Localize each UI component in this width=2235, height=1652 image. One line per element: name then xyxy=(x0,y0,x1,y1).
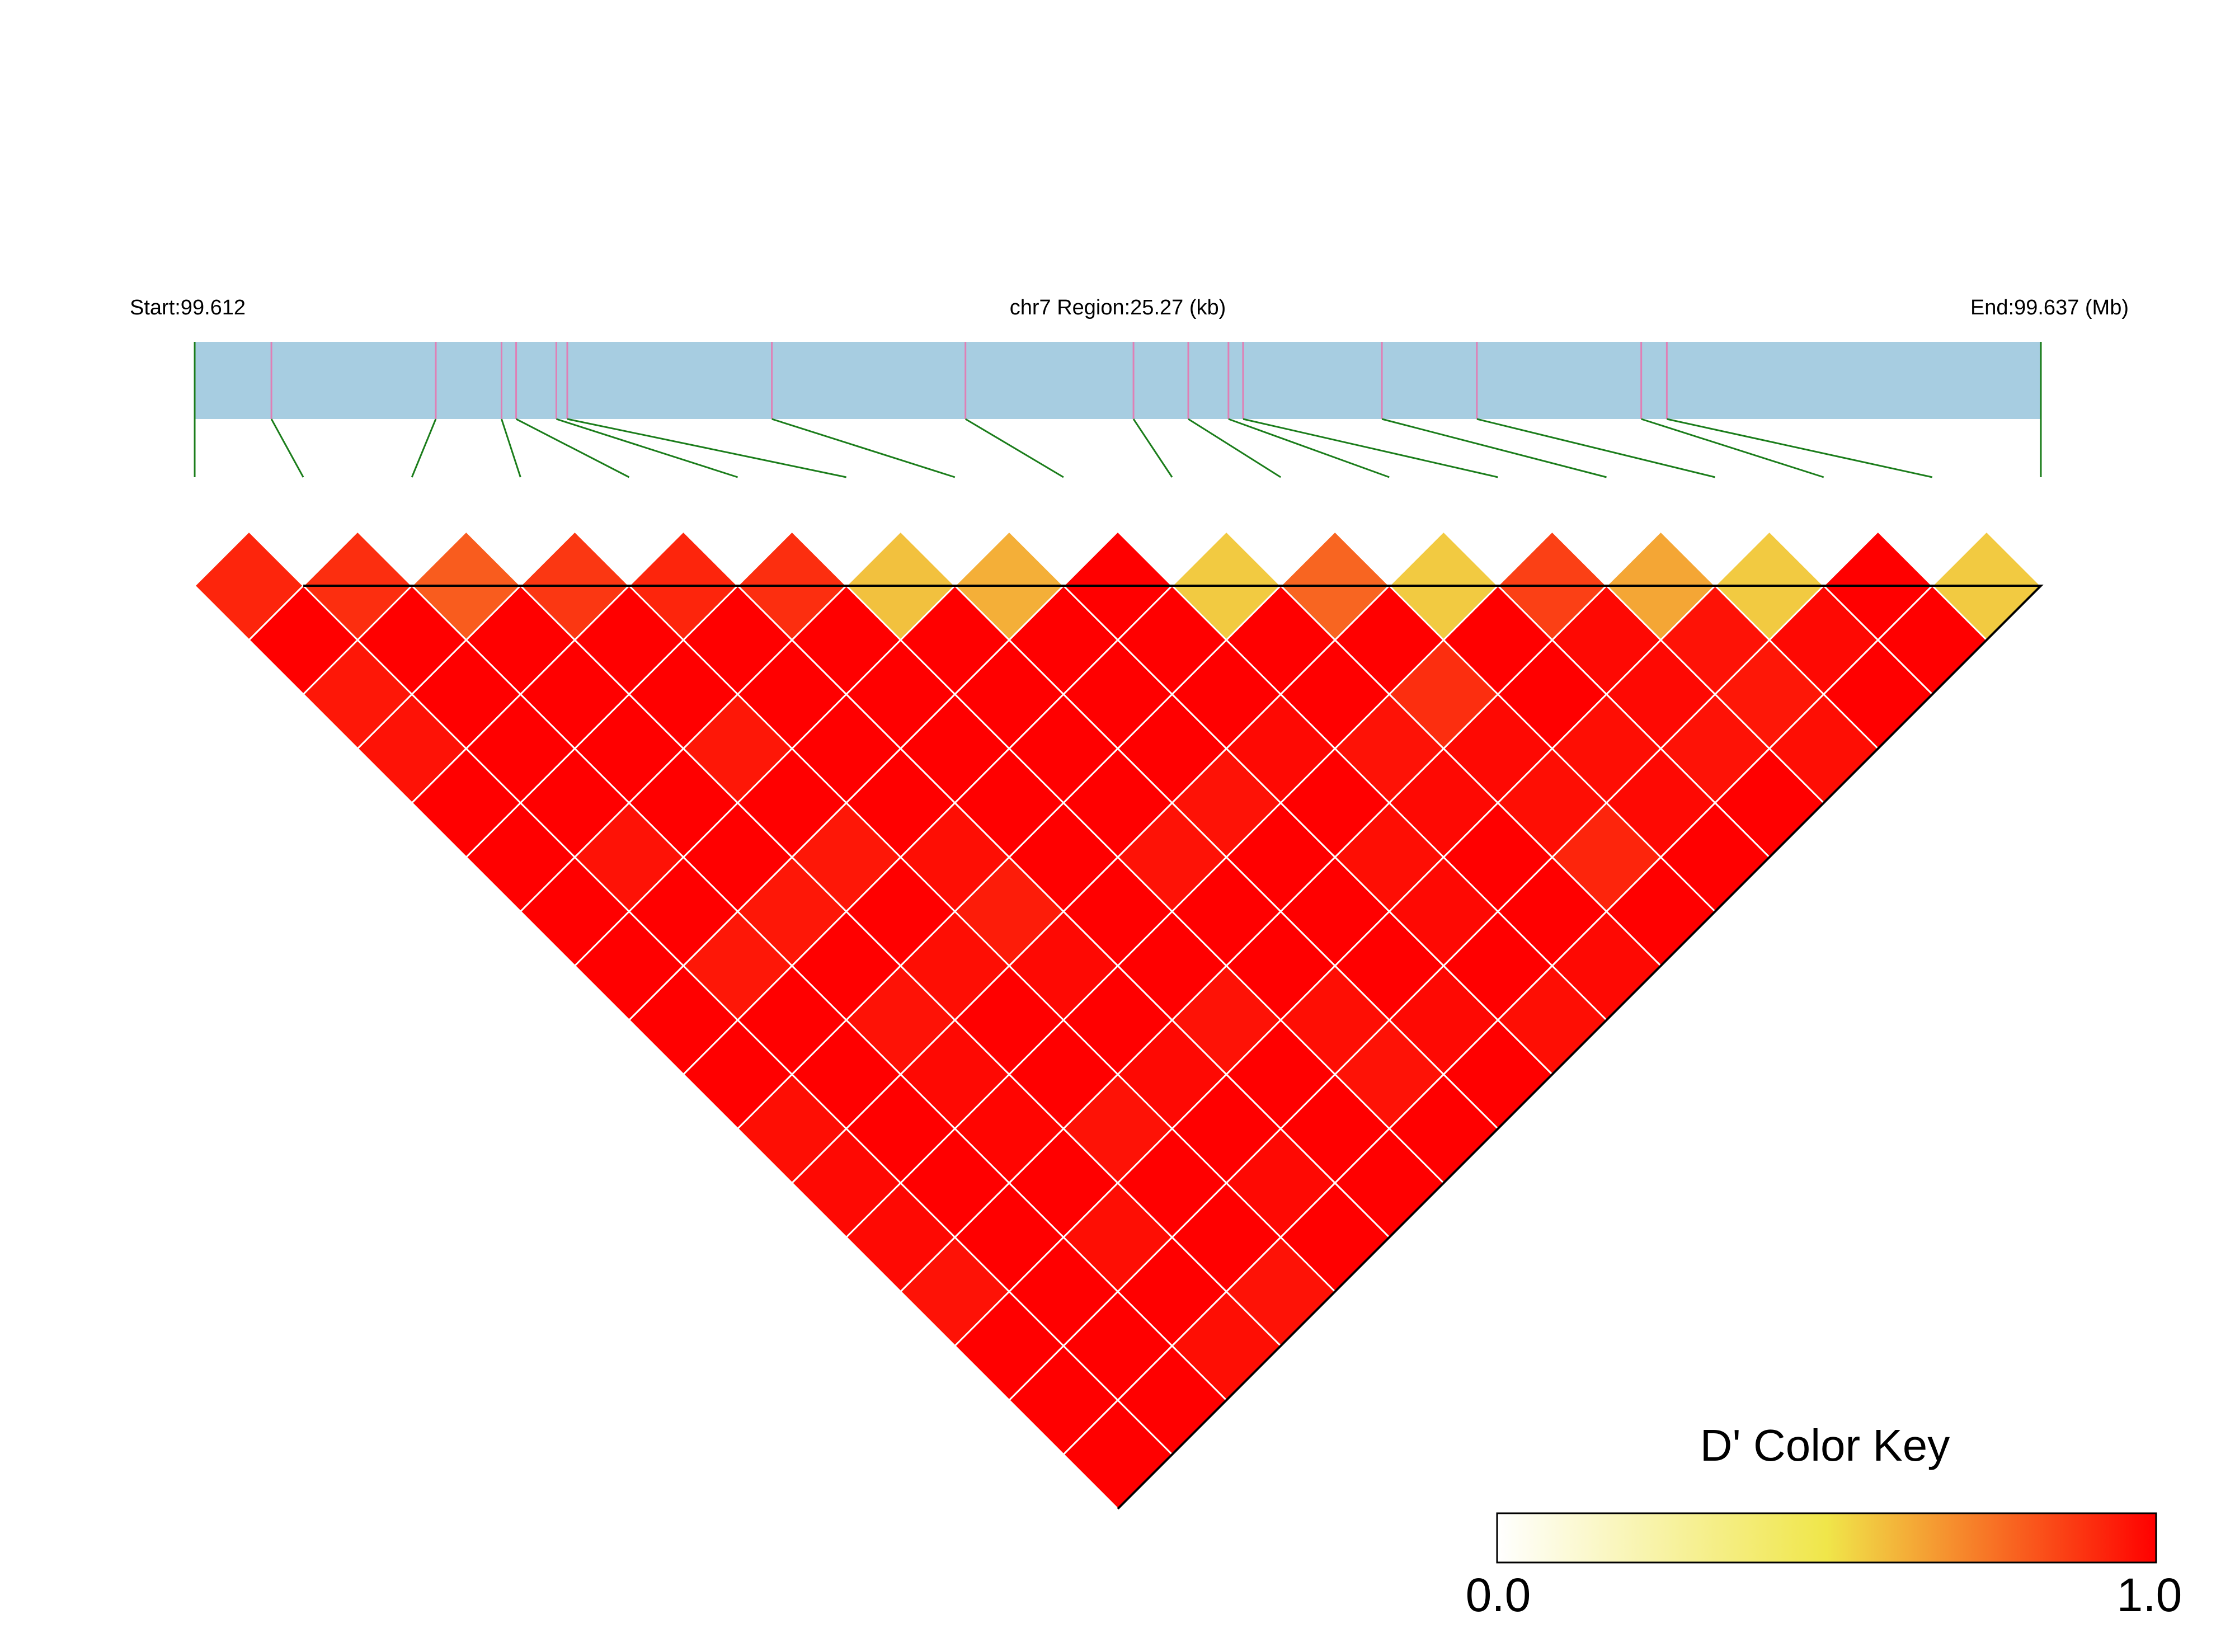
region-start-label: Start:99.612 xyxy=(130,296,246,319)
snp-connector xyxy=(1228,418,1390,478)
triangle-outline xyxy=(303,585,2044,1510)
color-key-bar xyxy=(1496,1512,2157,1564)
region-title-label: chr7 Region:25.27 (kb) xyxy=(1010,296,1226,319)
snp-connector xyxy=(771,418,956,478)
snp-connectors xyxy=(194,418,2042,478)
snp-connector xyxy=(1188,418,1281,478)
snp-connector xyxy=(501,418,521,478)
snp-connector xyxy=(1132,418,1173,478)
snp-connector xyxy=(1243,418,1498,478)
snp-connector xyxy=(411,418,437,478)
snp-connector xyxy=(1641,418,1824,478)
snp-connector xyxy=(1667,418,1933,478)
color-key-min-label: 0.0 xyxy=(1466,1569,1531,1621)
snp-connector xyxy=(1381,418,1607,478)
snp-connector xyxy=(567,418,847,478)
ld-cells xyxy=(193,530,2043,1510)
color-key-max-label: 1.0 xyxy=(2117,1569,2182,1621)
snp-connector xyxy=(1476,418,1716,478)
snp-ticks xyxy=(194,342,2042,419)
color-key-title: D' Color Key xyxy=(1700,1420,1950,1470)
snp-connector xyxy=(270,418,304,478)
ld-cell-outlines xyxy=(303,585,2044,1510)
region-end-label: End:99.637 (Mb) xyxy=(1970,296,2129,319)
snp-connector xyxy=(556,418,738,478)
region-bar xyxy=(195,342,2041,419)
snp-connector xyxy=(964,418,1064,478)
snp-connector xyxy=(515,418,630,478)
